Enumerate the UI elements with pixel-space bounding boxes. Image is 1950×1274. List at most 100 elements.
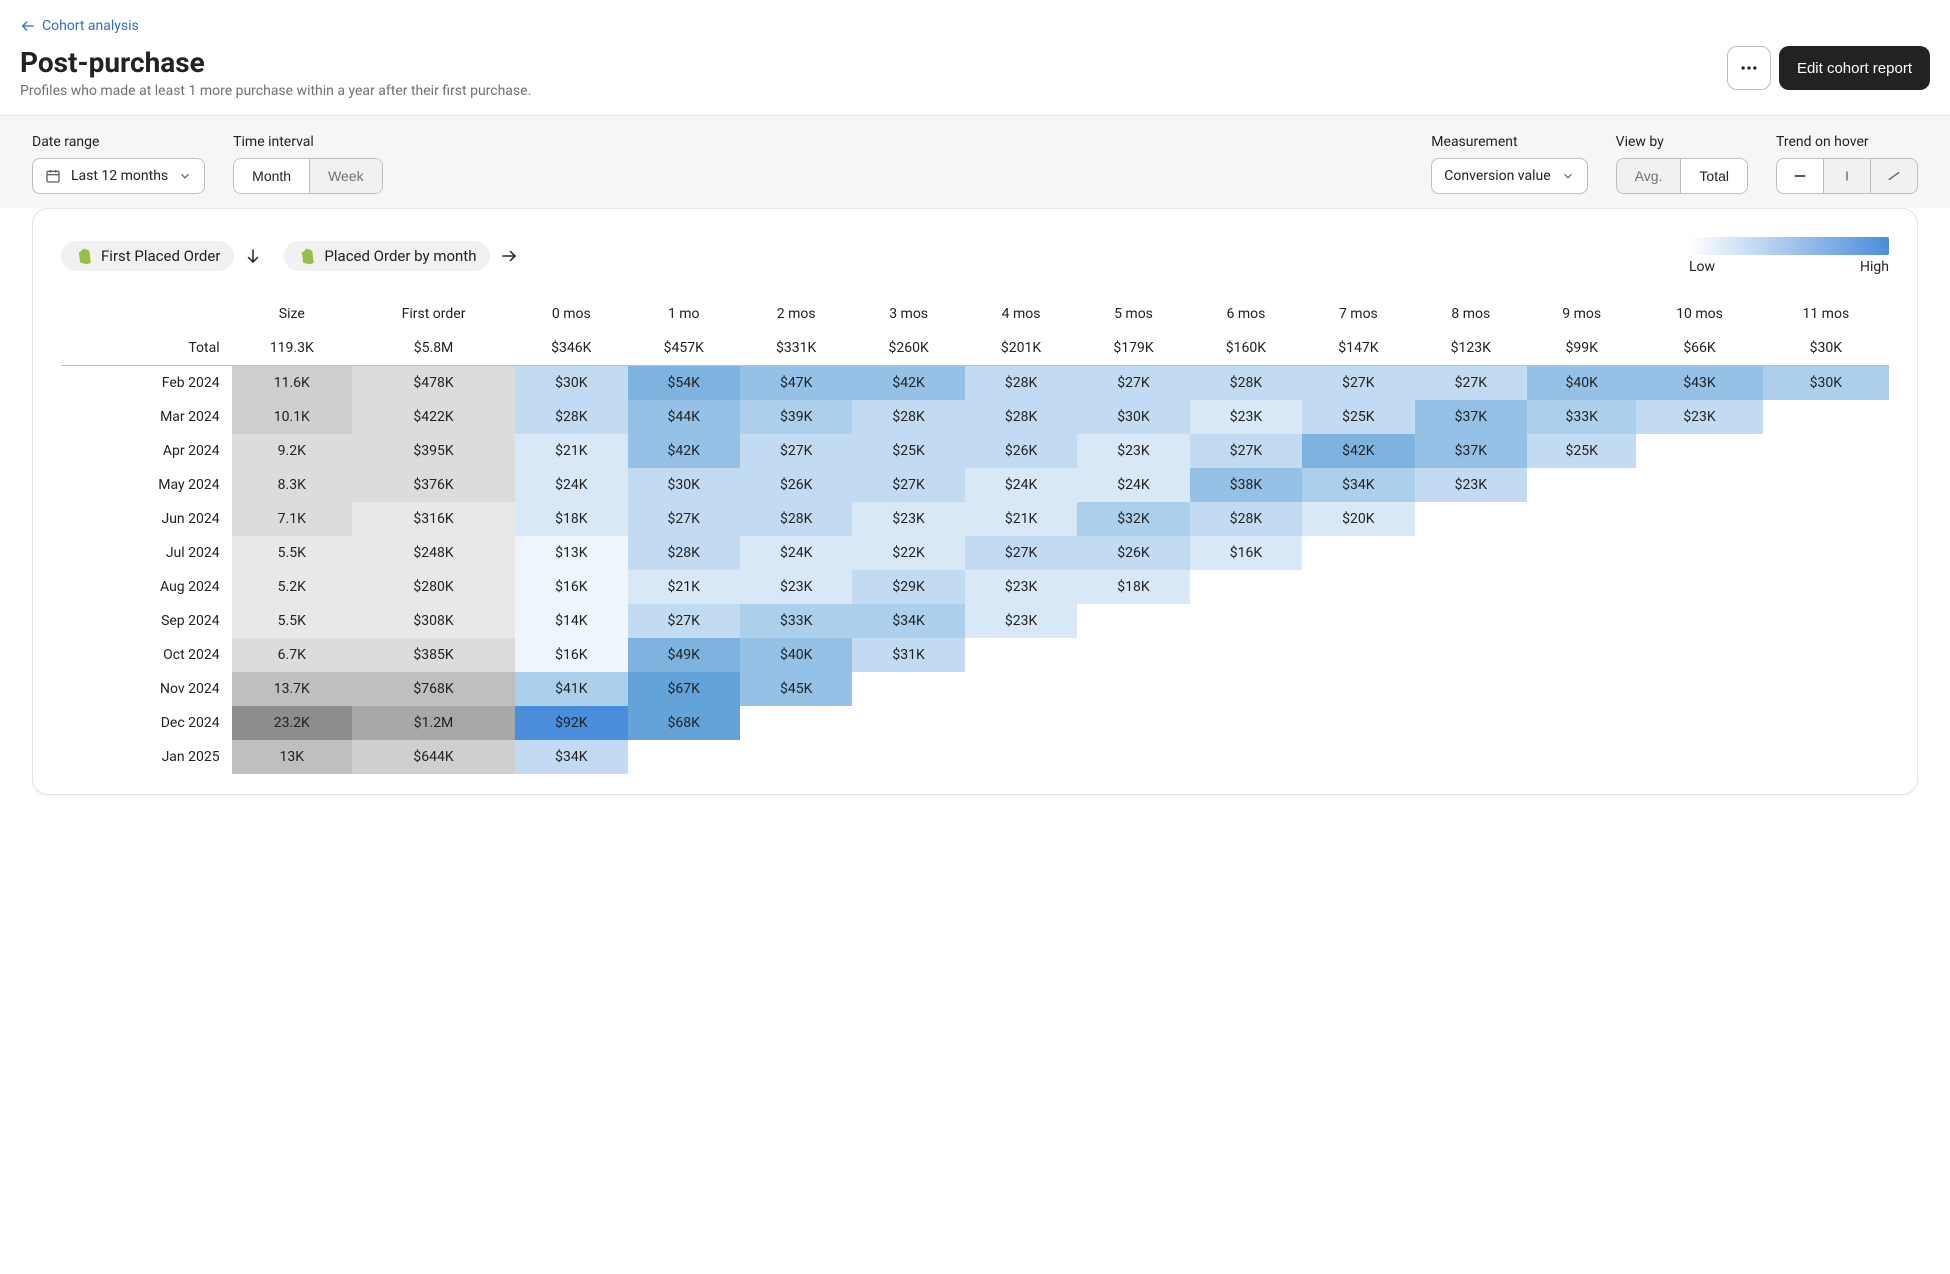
heatmap-cell[interactable]: $23K xyxy=(852,502,964,536)
heatmap-cell[interactable]: $42K xyxy=(1302,434,1414,468)
heatmap-cell[interactable]: $26K xyxy=(1077,536,1189,570)
heatmap-cell[interactable]: 23.2K xyxy=(232,706,352,740)
heatmap-cell[interactable]: $18K xyxy=(1077,570,1189,604)
heatmap-cell[interactable]: 8.3K xyxy=(232,468,352,502)
heatmap-cell[interactable]: $28K xyxy=(1190,502,1302,536)
heatmap-cell[interactable]: $92K xyxy=(515,706,627,740)
heatmap-cell[interactable]: $23K xyxy=(1190,400,1302,434)
interval-month[interactable]: Month xyxy=(234,159,309,193)
heatmap-cell[interactable]: $16K xyxy=(515,570,627,604)
heatmap-cell[interactable]: $27K xyxy=(740,434,852,468)
heatmap-cell[interactable]: $280K xyxy=(352,570,515,604)
heatmap-cell[interactable]: $27K xyxy=(852,468,964,502)
heatmap-cell[interactable]: $30K xyxy=(628,468,740,502)
interval-week[interactable]: Week xyxy=(309,159,382,193)
heatmap-cell[interactable]: $41K xyxy=(515,672,627,706)
heatmap-cell[interactable]: $21K xyxy=(515,434,627,468)
more-button[interactable] xyxy=(1727,46,1771,90)
heatmap-cell[interactable]: $27K xyxy=(1077,366,1189,401)
heatmap-cell[interactable]: $768K xyxy=(352,672,515,706)
heatmap-cell[interactable]: 7.1K xyxy=(232,502,352,536)
heatmap-cell[interactable]: $18K xyxy=(515,502,627,536)
back-link[interactable]: Cohort analysis xyxy=(20,18,139,34)
heatmap-cell[interactable]: 10.1K xyxy=(232,400,352,434)
heatmap-cell[interactable]: $478K xyxy=(352,366,515,401)
heatmap-cell[interactable]: $39K xyxy=(740,400,852,434)
heatmap-cell[interactable]: $22K xyxy=(852,536,964,570)
heatmap-cell[interactable]: $40K xyxy=(1527,366,1636,401)
heatmap-cell[interactable]: $40K xyxy=(740,638,852,672)
heatmap-cell[interactable]: $33K xyxy=(740,604,852,638)
heatmap-cell[interactable]: $27K xyxy=(1302,366,1414,401)
heatmap-cell[interactable]: $23K xyxy=(965,570,1077,604)
heatmap-cell[interactable]: $31K xyxy=(852,638,964,672)
heatmap-cell[interactable]: $67K xyxy=(628,672,740,706)
heatmap-cell[interactable]: $28K xyxy=(740,502,852,536)
heatmap-cell[interactable]: $28K xyxy=(852,400,964,434)
heatmap-cell[interactable]: $422K xyxy=(352,400,515,434)
heatmap-cell[interactable]: $27K xyxy=(628,604,740,638)
heatmap-cell[interactable]: 5.5K xyxy=(232,536,352,570)
heatmap-cell[interactable]: $54K xyxy=(628,366,740,401)
heatmap-cell[interactable]: 11.6K xyxy=(232,366,352,401)
heatmap-cell[interactable]: $23K xyxy=(1077,434,1189,468)
heatmap-cell[interactable]: $28K xyxy=(1190,366,1302,401)
heatmap-cell[interactable]: 13K xyxy=(232,740,352,774)
heatmap-cell[interactable]: $20K xyxy=(1302,502,1414,536)
heatmap-cell[interactable]: $21K xyxy=(628,570,740,604)
heatmap-cell[interactable]: $248K xyxy=(352,536,515,570)
heatmap-cell[interactable]: $44K xyxy=(628,400,740,434)
heatmap-cell[interactable]: $14K xyxy=(515,604,627,638)
heatmap-cell[interactable]: $34K xyxy=(1302,468,1414,502)
heatmap-cell[interactable]: $28K xyxy=(628,536,740,570)
heatmap-cell[interactable]: $38K xyxy=(1190,468,1302,502)
heatmap-cell[interactable]: $376K xyxy=(352,468,515,502)
heatmap-cell[interactable]: $24K xyxy=(515,468,627,502)
breakdown-first[interactable]: First Placed Order xyxy=(61,241,234,271)
heatmap-cell[interactable]: $385K xyxy=(352,638,515,672)
heatmap-cell[interactable]: $30K xyxy=(1077,400,1189,434)
heatmap-cell[interactable]: $29K xyxy=(852,570,964,604)
heatmap-cell[interactable]: $68K xyxy=(628,706,740,740)
heatmap-cell[interactable]: $23K xyxy=(1415,468,1527,502)
heatmap-cell[interactable]: $25K xyxy=(852,434,964,468)
heatmap-cell[interactable]: $28K xyxy=(965,366,1077,401)
heatmap-cell[interactable]: $27K xyxy=(628,502,740,536)
heatmap-cell[interactable]: $16K xyxy=(515,638,627,672)
heatmap-cell[interactable]: 9.2K xyxy=(232,434,352,468)
heatmap-cell[interactable]: $34K xyxy=(852,604,964,638)
measurement-select[interactable]: Conversion value xyxy=(1431,158,1587,194)
trend-bar[interactable] xyxy=(1823,159,1870,193)
heatmap-cell[interactable]: $37K xyxy=(1415,400,1527,434)
heatmap-cell[interactable]: $42K xyxy=(628,434,740,468)
heatmap-cell[interactable]: $316K xyxy=(352,502,515,536)
heatmap-cell[interactable]: $26K xyxy=(740,468,852,502)
heatmap-cell[interactable]: $23K xyxy=(740,570,852,604)
heatmap-cell[interactable]: $32K xyxy=(1077,502,1189,536)
heatmap-cell[interactable]: 5.5K xyxy=(232,604,352,638)
heatmap-cell[interactable]: $23K xyxy=(965,604,1077,638)
date-range-select[interactable]: Last 12 months xyxy=(32,158,205,194)
heatmap-cell[interactable]: $47K xyxy=(740,366,852,401)
heatmap-cell[interactable]: $24K xyxy=(965,468,1077,502)
heatmap-cell[interactable]: $30K xyxy=(515,366,627,401)
heatmap-cell[interactable]: $13K xyxy=(515,536,627,570)
heatmap-cell[interactable]: $42K xyxy=(852,366,964,401)
view-total[interactable]: Total xyxy=(1680,159,1747,193)
heatmap-cell[interactable]: $24K xyxy=(740,536,852,570)
heatmap-cell[interactable]: $24K xyxy=(1077,468,1189,502)
heatmap-cell[interactable]: $23K xyxy=(1636,400,1762,434)
edit-report-button[interactable]: Edit cohort report xyxy=(1779,46,1930,90)
heatmap-cell[interactable]: $27K xyxy=(965,536,1077,570)
trend-line[interactable] xyxy=(1870,159,1917,193)
heatmap-cell[interactable]: $1.2M xyxy=(352,706,515,740)
heatmap-cell[interactable]: $45K xyxy=(740,672,852,706)
heatmap-cell[interactable]: $308K xyxy=(352,604,515,638)
heatmap-cell[interactable]: $25K xyxy=(1527,434,1636,468)
heatmap-cell[interactable]: 6.7K xyxy=(232,638,352,672)
heatmap-cell[interactable]: 13.7K xyxy=(232,672,352,706)
heatmap-cell[interactable]: $30K xyxy=(1763,366,1889,401)
heatmap-cell[interactable]: $27K xyxy=(1415,366,1527,401)
heatmap-cell[interactable]: $28K xyxy=(515,400,627,434)
heatmap-cell[interactable]: $37K xyxy=(1415,434,1527,468)
